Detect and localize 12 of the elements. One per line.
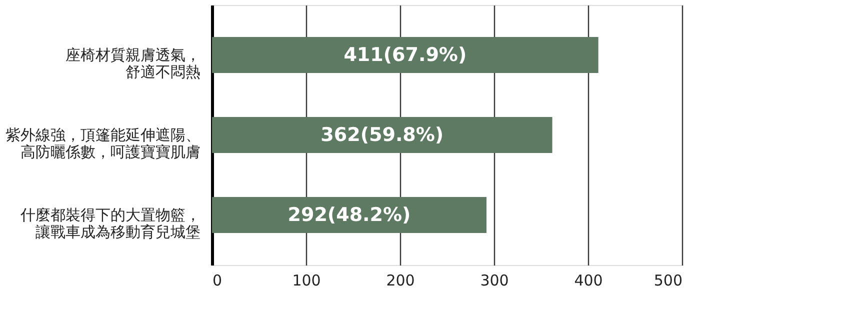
x-tick-label: 300 bbox=[480, 272, 509, 290]
data-label: 411(67.9%) bbox=[344, 44, 467, 66]
x-tick-label: 200 bbox=[386, 272, 415, 290]
data-label: 292(48.2%) bbox=[288, 204, 411, 226]
x-tick-label: 0 bbox=[212, 272, 222, 290]
y-tick-label: 紫外線強，頂篷能延伸遮陽、高防曬係數，呵護寶寶肌膚 bbox=[6, 126, 200, 161]
x-tick-label: 100 bbox=[292, 272, 321, 290]
y-tick-label: 座椅材質親膚透氣，舒適不悶熱 bbox=[66, 46, 200, 81]
x-tick-label: 500 bbox=[654, 272, 682, 290]
x-tick-label: 400 bbox=[574, 272, 603, 290]
data-label: 362(59.8%) bbox=[320, 124, 444, 146]
y-tick-label: 什麼都裝得下的大置物籃，讓戰車成為移動育兒城堡 bbox=[20, 206, 200, 241]
